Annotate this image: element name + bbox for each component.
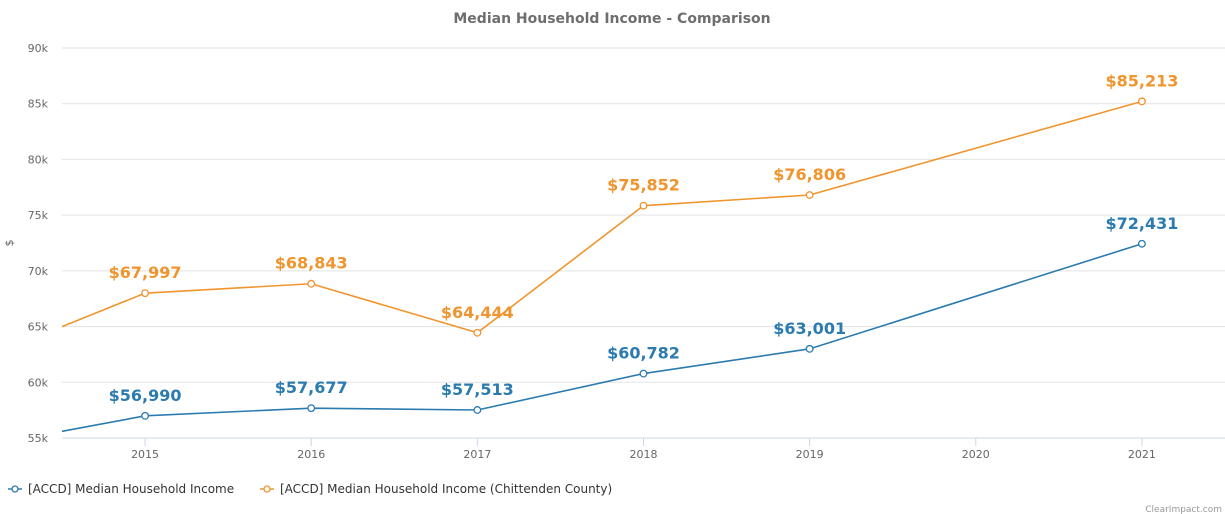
series-1: $56,990 $57,677 $57,513 $60,782 $63,001 $72,4… xyxy=(61,214,1178,433)
data-point[interactable] xyxy=(307,279,316,288)
data-label: $63,001 xyxy=(773,319,846,338)
y-tick-label: 65k xyxy=(28,321,49,334)
data-label: $72,431 xyxy=(1105,214,1178,233)
x-tick-label: 2016 xyxy=(297,448,325,461)
credit-text: ClearImpact.com xyxy=(1145,505,1222,514)
data-point[interactable] xyxy=(805,191,814,199)
data-point[interactable] xyxy=(639,369,648,378)
y-tick-label: 80k xyxy=(28,153,49,166)
series-line xyxy=(61,243,1143,433)
data-point[interactable] xyxy=(307,404,316,413)
data-point[interactable] xyxy=(473,328,482,337)
data-label: $56,990 xyxy=(109,386,182,405)
y-axis-label: $ xyxy=(3,240,16,247)
legend-marker xyxy=(263,485,271,493)
y-tick-label: 85k xyxy=(28,98,49,111)
data-point[interactable] xyxy=(141,411,150,420)
gridlines xyxy=(62,47,1225,439)
y-axis: 55k 60k 65k 70k 75k 80k 85k 90k xyxy=(28,42,49,445)
data-point[interactable] xyxy=(1137,239,1146,248)
legend-label: [ACCD] Median Household Income (Chittend… xyxy=(280,482,612,496)
x-tick-label: 2019 xyxy=(796,448,824,461)
legend: [ACCD] Median Household Income [ACCD] Med… xyxy=(8,482,612,496)
data-label: $64,444 xyxy=(441,303,514,322)
x-tick-label: 2015 xyxy=(131,448,159,461)
x-tick-label: 2021 xyxy=(1128,448,1156,461)
x-tick-label: 2017 xyxy=(463,448,491,461)
data-point[interactable] xyxy=(141,289,150,298)
data-point[interactable] xyxy=(1137,97,1146,106)
x-axis: 2015 2016 2017 2018 2019 2020 2021 xyxy=(62,437,1225,461)
x-tick-label: 2018 xyxy=(630,448,658,461)
y-tick-label: 55k xyxy=(28,432,49,445)
series-2: $67,997 $68,843 $64,444 $75,852 $76,806 $85,2… xyxy=(61,71,1178,337)
data-label: $76,806 xyxy=(773,165,846,184)
x-tick-label: 2020 xyxy=(962,448,990,461)
data-label: $57,513 xyxy=(441,380,514,399)
legend-item-2[interactable]: [ACCD] Median Household Income (Chittend… xyxy=(260,482,612,496)
data-label: $60,782 xyxy=(607,344,680,363)
y-tick-label: 90k xyxy=(28,42,49,55)
legend-label: [ACCD] Median Household Income xyxy=(28,482,234,496)
legend-item-1[interactable]: [ACCD] Median Household Income xyxy=(8,482,234,496)
data-label: $57,677 xyxy=(275,378,348,397)
data-label: $68,843 xyxy=(275,254,348,273)
y-tick-label: 75k xyxy=(28,209,49,222)
data-label: $75,852 xyxy=(607,176,680,195)
series-line xyxy=(61,100,1143,334)
y-tick-label: 60k xyxy=(28,376,49,389)
legend-marker xyxy=(11,485,19,493)
chart-title: Median Household Income - Comparison xyxy=(453,11,770,27)
data-label: $85,213 xyxy=(1105,71,1178,90)
data-point[interactable] xyxy=(473,406,482,414)
data-point[interactable] xyxy=(639,201,648,210)
data-label: $67,997 xyxy=(109,263,182,282)
data-point[interactable] xyxy=(805,344,814,353)
series-group: $56,990 $57,677 $57,513 $60,782 $63,001 $72,4… xyxy=(61,71,1178,433)
y-tick-label: 70k xyxy=(28,265,49,278)
